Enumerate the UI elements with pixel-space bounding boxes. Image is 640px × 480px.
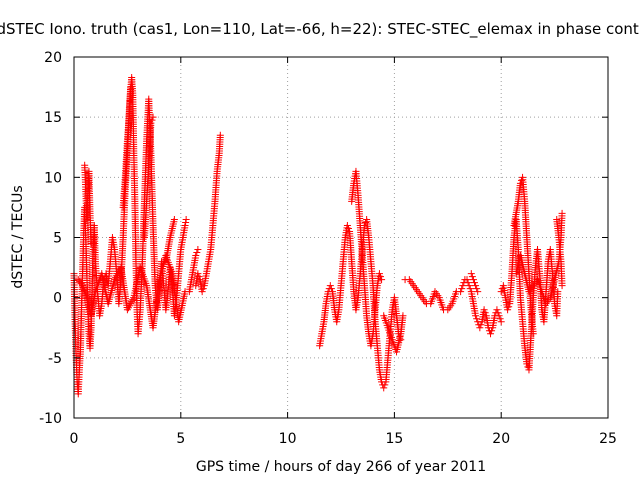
y-axis-label: dSTEC / TECUs — [10, 185, 26, 288]
x-tick-label: 10 — [279, 431, 297, 447]
data-point — [495, 312, 503, 320]
data-point — [473, 285, 481, 293]
data-point — [87, 240, 95, 248]
data-point — [554, 288, 562, 296]
data-point — [195, 273, 203, 281]
data-point — [182, 215, 190, 223]
data-point — [127, 83, 135, 91]
data-point — [194, 270, 202, 278]
data-point — [473, 315, 481, 323]
data-point — [465, 282, 473, 290]
data-point — [558, 282, 566, 290]
data-point — [463, 276, 471, 284]
data-point — [378, 276, 386, 284]
y-tick-label: 20 — [44, 50, 62, 66]
data-point — [467, 270, 475, 278]
data-point — [344, 224, 352, 232]
y-tick-label: -5 — [48, 351, 62, 367]
x-axis-label: GPS time / hours of day 266 of year 2011 — [196, 459, 486, 475]
data-point — [170, 215, 178, 223]
data-point — [558, 209, 566, 217]
data-point — [469, 276, 477, 284]
data-point — [517, 176, 525, 184]
data-point — [199, 285, 207, 293]
y-tick-label: 0 — [53, 291, 62, 307]
data-point — [496, 315, 504, 323]
data-point — [147, 119, 155, 127]
data-point — [327, 285, 335, 293]
data-point — [182, 218, 190, 226]
x-tick-label: 15 — [385, 431, 403, 447]
data-point — [181, 221, 189, 229]
data-point — [457, 288, 465, 296]
y-tick-labels: -10 -5 0 5 10 15 20 — [39, 50, 62, 427]
chart-title: dSTEC Iono. truth (cas1, Lon=110, Lat=-6… — [0, 20, 640, 39]
data-point — [488, 327, 496, 335]
data-point — [494, 309, 502, 317]
data-point — [464, 279, 472, 287]
data-point — [192, 252, 200, 260]
data-point — [476, 324, 484, 332]
data-point — [497, 318, 505, 326]
y-tick-label: -10 — [39, 411, 62, 427]
data-point — [380, 384, 388, 392]
data-point — [529, 330, 537, 338]
data-point — [198, 288, 206, 296]
data-point — [504, 306, 512, 314]
y-tick-label: 15 — [44, 110, 62, 126]
data-point — [458, 285, 466, 293]
data-point — [505, 303, 513, 311]
ticks — [73, 56, 609, 419]
x-tick-label: 20 — [492, 431, 510, 447]
data-points — [70, 73, 566, 398]
y-tick-label: 10 — [44, 170, 62, 186]
data-point — [477, 321, 485, 329]
data-point — [194, 246, 202, 254]
data-point — [472, 282, 480, 290]
y-tick-label: 5 — [53, 231, 62, 247]
data-point — [468, 273, 476, 281]
data-point — [399, 312, 407, 320]
data-point — [481, 309, 489, 317]
data-point — [524, 363, 532, 371]
data-point — [326, 282, 334, 290]
data-point — [377, 273, 385, 281]
data-point — [148, 116, 156, 124]
data-point — [216, 131, 224, 139]
data-point — [149, 113, 157, 121]
data-point — [362, 218, 370, 226]
x-tick-labels: 0 5 10 15 20 25 — [70, 431, 617, 447]
data-point — [381, 381, 389, 389]
data-point — [480, 306, 488, 314]
data-point — [459, 282, 467, 290]
data-point — [471, 279, 478, 287]
data-point — [474, 288, 482, 296]
data-point — [497, 288, 505, 296]
data-point — [466, 285, 474, 293]
x-tick-label: 25 — [599, 431, 617, 447]
x-tick-label: 0 — [70, 431, 79, 447]
x-tick-label: 5 — [176, 431, 185, 447]
data-point — [493, 306, 501, 314]
data-point — [193, 249, 201, 257]
data-point — [375, 270, 383, 278]
data-point — [472, 312, 480, 320]
data-point — [487, 330, 495, 338]
data-point — [343, 221, 351, 229]
